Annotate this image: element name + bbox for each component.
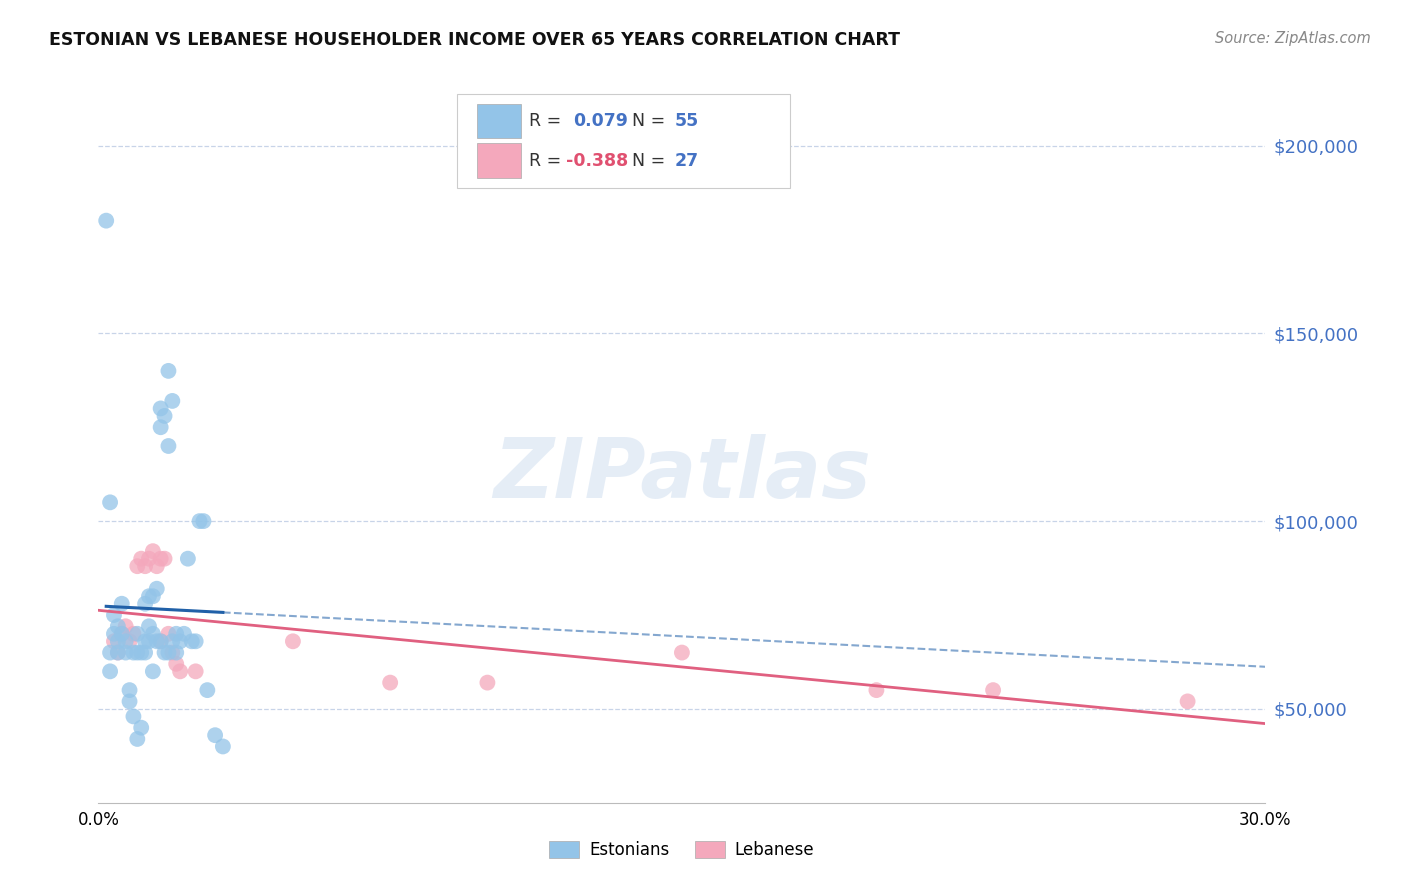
Point: [173, 627, 195, 641]
Point: [157, 646, 180, 660]
Point: [149, 551, 172, 566]
Point: [204, 728, 226, 742]
Point: [1177, 694, 1199, 708]
Point: [103, 634, 125, 648]
Point: [153, 551, 176, 566]
Point: [157, 627, 180, 641]
Point: [111, 627, 134, 641]
Point: [114, 619, 136, 633]
Point: [477, 675, 499, 690]
Point: [177, 551, 200, 566]
Point: [193, 514, 215, 528]
Point: [165, 627, 187, 641]
FancyBboxPatch shape: [457, 95, 790, 187]
Point: [118, 683, 141, 698]
Point: [107, 619, 129, 633]
Point: [149, 420, 172, 434]
Point: [671, 646, 693, 660]
Point: [138, 589, 160, 603]
Text: R =: R =: [529, 152, 567, 169]
Point: [98, 646, 121, 660]
Point: [212, 739, 235, 754]
Point: [134, 597, 156, 611]
Point: [111, 597, 134, 611]
Point: [169, 634, 191, 648]
FancyBboxPatch shape: [477, 144, 520, 178]
Point: [129, 646, 152, 660]
Point: [149, 401, 172, 416]
Point: [149, 634, 172, 648]
Text: 27: 27: [675, 152, 699, 169]
Text: 0.079: 0.079: [574, 112, 628, 130]
Text: ESTONIAN VS LEBANESE HOUSEHOLDER INCOME OVER 65 YEARS CORRELATION CHART: ESTONIAN VS LEBANESE HOUSEHOLDER INCOME …: [49, 31, 900, 49]
Point: [162, 646, 184, 660]
Point: [134, 646, 156, 660]
Point: [138, 619, 160, 633]
Point: [127, 731, 149, 746]
Point: [118, 634, 141, 648]
Point: [107, 646, 129, 660]
Point: [146, 634, 169, 648]
Point: [142, 544, 165, 558]
Legend: Estonians, Lebanese: Estonians, Lebanese: [543, 834, 821, 866]
Point: [157, 439, 180, 453]
Point: [142, 627, 165, 641]
Point: [122, 709, 145, 723]
Point: [134, 634, 156, 648]
Point: [146, 559, 169, 574]
Point: [129, 721, 152, 735]
Point: [114, 646, 136, 660]
Text: 55: 55: [675, 112, 699, 130]
Text: N =: N =: [631, 152, 671, 169]
Point: [103, 607, 125, 622]
Point: [142, 665, 165, 679]
Point: [165, 646, 187, 660]
Point: [142, 589, 165, 603]
Point: [129, 551, 152, 566]
Point: [114, 634, 136, 648]
Point: [103, 627, 125, 641]
Point: [169, 665, 191, 679]
Point: [153, 409, 176, 423]
Point: [162, 393, 184, 408]
Point: [165, 657, 187, 671]
Point: [127, 646, 149, 660]
Point: [98, 495, 121, 509]
Point: [122, 627, 145, 641]
Point: [134, 559, 156, 574]
Text: Source: ZipAtlas.com: Source: ZipAtlas.com: [1215, 31, 1371, 46]
Text: ZIPatlas: ZIPatlas: [494, 434, 870, 515]
Text: R =: R =: [529, 112, 567, 130]
Point: [149, 634, 172, 648]
Point: [188, 514, 211, 528]
Point: [138, 634, 160, 648]
Point: [153, 646, 176, 660]
Point: [96, 213, 118, 227]
Text: N =: N =: [631, 112, 671, 130]
Point: [107, 634, 129, 648]
Point: [865, 683, 887, 698]
Point: [184, 665, 207, 679]
Point: [138, 551, 160, 566]
Point: [98, 665, 121, 679]
Point: [157, 364, 180, 378]
Point: [184, 634, 207, 648]
Point: [981, 683, 1004, 698]
Point: [118, 694, 141, 708]
FancyBboxPatch shape: [477, 104, 520, 138]
Point: [146, 582, 169, 596]
Text: -0.388: -0.388: [567, 152, 628, 169]
Point: [195, 683, 218, 698]
Point: [107, 646, 129, 660]
Point: [127, 627, 149, 641]
Point: [180, 634, 202, 648]
Point: [380, 675, 402, 690]
Point: [162, 634, 184, 648]
Point: [281, 634, 304, 648]
Point: [111, 627, 134, 641]
Point: [127, 559, 149, 574]
Point: [122, 646, 145, 660]
